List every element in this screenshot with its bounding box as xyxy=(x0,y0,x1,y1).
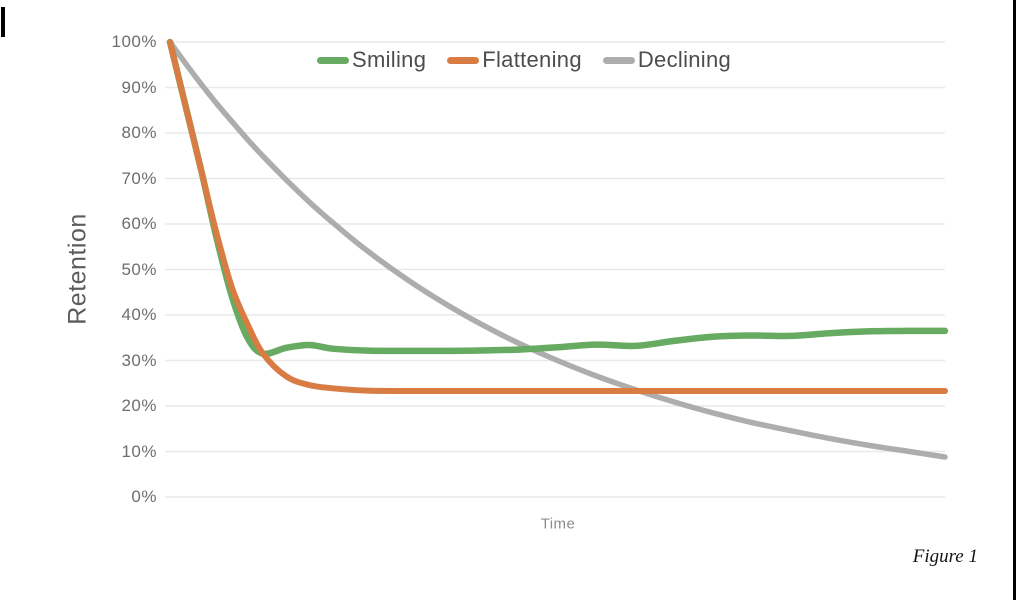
y-tick-label: 40% xyxy=(121,305,157,324)
legend-item-flattening: Flattening xyxy=(447,47,582,73)
x-axis-title: Time xyxy=(540,515,576,533)
legend-label-smiling: Smiling xyxy=(352,47,427,72)
legend: Smiling Flattening Declining xyxy=(317,47,731,73)
series-line-smiling xyxy=(166,38,949,358)
legend-label-declining: Declining xyxy=(637,47,732,72)
y-tick-label: 10% xyxy=(121,441,157,461)
legend-item-smiling: Smiling xyxy=(317,47,426,73)
y-tick-label: 80% xyxy=(121,123,157,142)
y-tick-label: 30% xyxy=(121,350,157,370)
legend-marker-declining-icon xyxy=(602,56,635,64)
y-tick-label: 20% xyxy=(121,396,157,415)
y-tick-label: 100% xyxy=(111,32,157,51)
left-edge-mark xyxy=(1,7,5,37)
legend-marker-flattening-icon xyxy=(447,56,480,64)
y-axis-title: Retention xyxy=(63,213,92,325)
y-axis-tick-labels: 100% 90% 80% 70% 60% 50% 40% 30% 20% 10% 0% xyxy=(0,0,157,600)
y-tick-label: 70% xyxy=(121,168,157,188)
y-tick-label: 50% xyxy=(121,259,157,279)
y-tick-label: 60% xyxy=(121,214,157,233)
series-line-flattening xyxy=(167,39,948,395)
figure-caption: Figure 1 xyxy=(912,546,978,567)
y-tick-label: 0% xyxy=(131,487,157,506)
legend-marker-smiling-icon xyxy=(317,56,349,64)
right-edge-border xyxy=(1013,0,1016,600)
y-tick-label: 90% xyxy=(121,77,157,97)
legend-item-declining: Declining xyxy=(602,47,732,73)
series-line-declining xyxy=(167,39,948,460)
legend-label-flattening: Flattening xyxy=(482,47,582,72)
